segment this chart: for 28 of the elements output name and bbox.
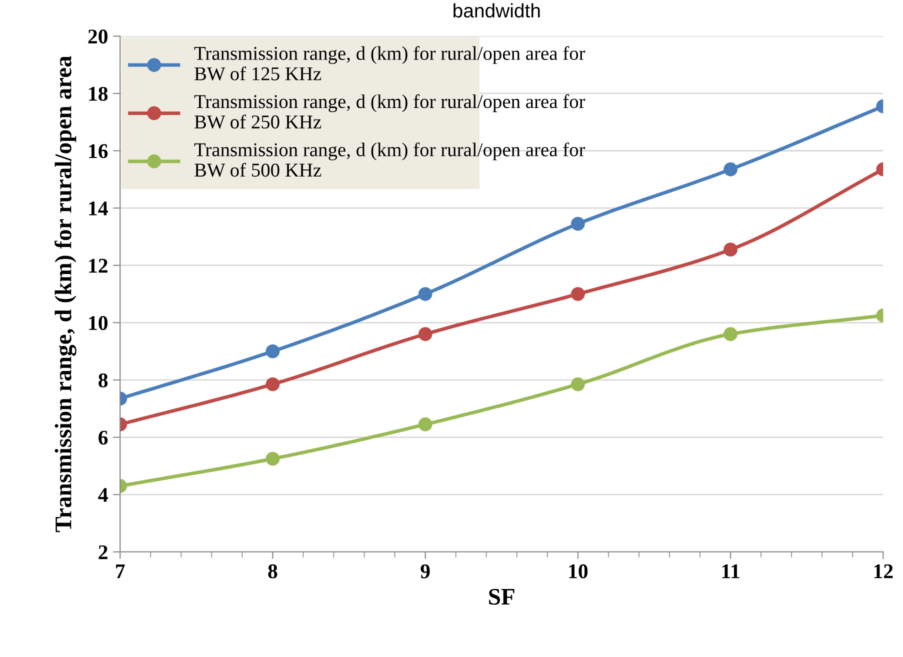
y-tick-label: 4	[98, 488, 108, 502]
y-tick-label: 6	[98, 430, 108, 445]
x-tick-label: 9	[420, 564, 430, 578]
chart-title: bandwidth	[454, 3, 540, 18]
x-tick-label: 10	[569, 564, 588, 578]
y-tick-label: 14	[89, 202, 108, 216]
legend-label: Transmission range, d (km) for rural/open area for BW of 125 KHz	[194, 46, 586, 80]
x-tick-label: 11	[722, 564, 740, 578]
y-tick-label: 16	[89, 144, 108, 158]
point	[418, 417, 432, 432]
legend-label: Transmission range, d (km) for rural/open area for BW of 500 KHz	[194, 142, 586, 177]
y-tick-label: 8	[98, 373, 108, 388]
point	[570, 377, 585, 392]
y-tick-label: 18	[89, 86, 108, 101]
point	[418, 327, 432, 342]
x-tick-label: 8	[268, 564, 278, 578]
x-tick-label: 7	[116, 564, 125, 578]
point	[570, 287, 585, 301]
point	[570, 216, 585, 231]
x-tick-label: 12	[874, 564, 893, 578]
y-tick-label: 10	[89, 316, 108, 330]
point	[418, 287, 432, 301]
legend-label: Transmission range, d (km) for rural/open area for BW of 250 KHz	[194, 94, 586, 129]
y-tick-label: 20	[88, 30, 108, 44]
y-axis-title: Transmission range, d (km) for rural/open area	[54, 56, 76, 532]
y-tick-label: 12	[89, 258, 108, 273]
x-axis-title: SF	[489, 588, 514, 605]
y-tick-label: 2	[98, 545, 108, 560]
